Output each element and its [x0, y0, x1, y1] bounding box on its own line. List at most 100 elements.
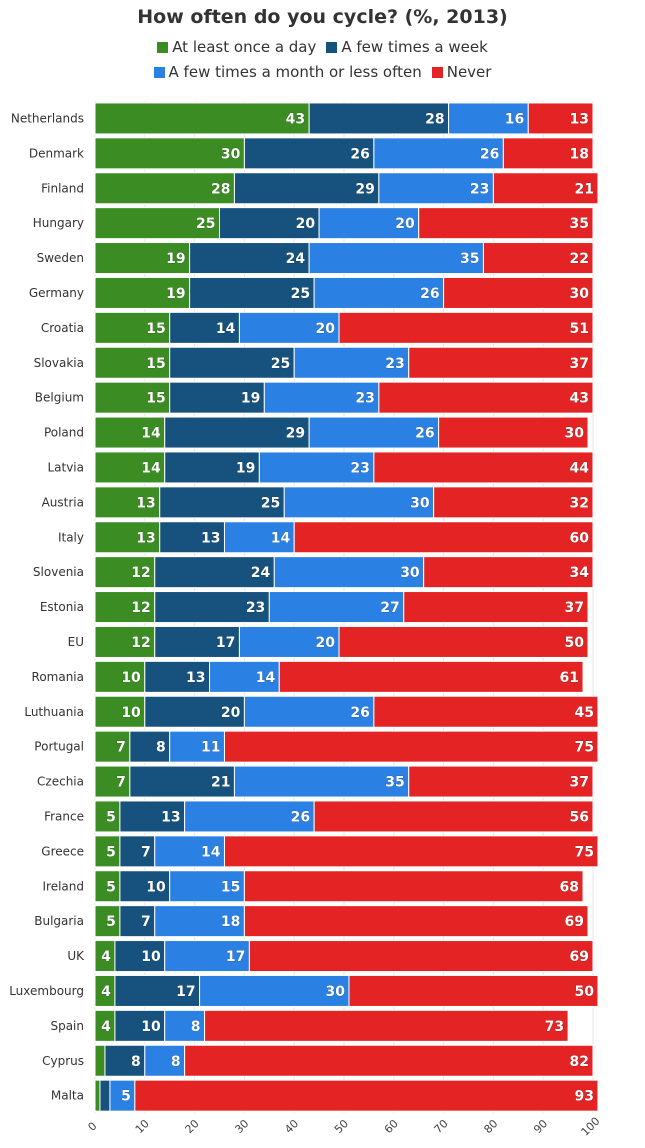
bar-segment [119, 905, 156, 938]
bar-segment [313, 276, 445, 309]
data-label: 13 [136, 495, 155, 511]
category-label: Slovenia [33, 565, 84, 579]
data-label: 34 [570, 565, 590, 581]
category-label: Finland [41, 181, 84, 195]
data-label: 10 [121, 705, 141, 721]
data-label: 14 [271, 530, 291, 546]
data-label: 12 [131, 565, 150, 581]
legend-swatch-never [431, 66, 443, 78]
data-label: 19 [241, 391, 260, 407]
legend-swatch-weekly [326, 41, 338, 53]
bar-segment [154, 591, 270, 624]
data-label: 29 [286, 426, 305, 442]
bar-segment [94, 765, 131, 798]
category-label: Hungary [33, 216, 84, 230]
data-label: 12 [131, 635, 150, 651]
bar-segment [263, 381, 380, 414]
data-label: 14 [141, 426, 161, 442]
data-label: 14 [216, 321, 236, 337]
x-tick-label: 60 [382, 1117, 401, 1136]
bar-segment [308, 416, 440, 449]
bar-segment [99, 1079, 111, 1112]
bar-segment [373, 695, 599, 728]
legend-item-daily[interactable]: At least once a day [157, 38, 316, 56]
bar-segment [94, 695, 146, 728]
bar-segment [438, 416, 589, 449]
bar-segment [94, 311, 171, 344]
bar-segment [278, 660, 584, 693]
data-label: 13 [201, 530, 220, 546]
data-label: 35 [570, 216, 589, 232]
data-label: 19 [166, 286, 185, 302]
bar-segment [433, 486, 594, 519]
data-label: 30 [221, 146, 241, 162]
category-label: EU [68, 635, 84, 649]
data-label: 20 [221, 705, 241, 721]
category-label: Italy [58, 530, 84, 544]
bar-segment [94, 276, 191, 309]
data-label: 13 [186, 670, 205, 686]
data-label: 13 [161, 809, 180, 825]
category-label: Greece [41, 844, 84, 858]
bar-segment [418, 207, 594, 240]
data-label: 12 [131, 600, 150, 616]
data-label: 30 [410, 495, 430, 511]
bar-segment [94, 416, 166, 449]
data-label: 14 [201, 844, 221, 860]
data-label: 18 [221, 914, 240, 930]
category-label: Luthuania [24, 705, 84, 719]
data-label: 43 [570, 391, 589, 407]
bar-segment [308, 102, 450, 135]
legend-item-never[interactable]: Never [431, 63, 491, 81]
bar-segment [348, 974, 599, 1007]
data-label: 23 [246, 600, 265, 616]
bar-segment [283, 486, 435, 519]
data-label: 23 [470, 181, 489, 197]
data-label: 28 [211, 181, 230, 197]
data-label: 11 [201, 740, 220, 756]
data-label: 17 [176, 984, 195, 1000]
data-label: 56 [570, 809, 589, 825]
legend-label-daily: At least once a day [172, 38, 317, 56]
data-label: 37 [570, 356, 589, 372]
data-label: 5 [106, 879, 116, 895]
bar-segment [243, 870, 584, 903]
bar-segment [233, 172, 380, 205]
x-tick-label: 30 [232, 1117, 251, 1136]
bar-segment [94, 381, 171, 414]
bar-segment [94, 521, 161, 554]
data-label: 50 [574, 984, 594, 1000]
legend-item-monthly[interactable]: A few times a month or less often [153, 63, 422, 81]
bar-segment [248, 940, 594, 973]
x-tick-label: 80 [481, 1117, 500, 1136]
data-label: 15 [221, 879, 240, 895]
bar-segment [94, 486, 161, 519]
bar-segment [408, 765, 594, 798]
bar-segment [223, 835, 599, 868]
data-label: 44 [570, 460, 590, 476]
data-label: 8 [171, 1054, 181, 1070]
bar-segment [154, 556, 275, 589]
legend-item-weekly[interactable]: A few times a week [326, 38, 488, 56]
category-label: Malta [51, 1089, 84, 1103]
data-label: 43 [286, 111, 305, 127]
data-label: 26 [291, 809, 310, 825]
bar-segment [233, 765, 410, 798]
bar-segment [94, 870, 121, 903]
category-label: Belgium [35, 391, 84, 405]
data-label: 10 [141, 1019, 161, 1035]
bar-segment [313, 800, 594, 833]
category-label: France [44, 809, 84, 823]
data-label: 22 [570, 251, 589, 267]
category-label: Portugal [34, 740, 84, 754]
data-label: 35 [385, 775, 404, 791]
data-label: 8 [131, 1054, 141, 1070]
data-label: 45 [574, 705, 593, 721]
x-tick-label: 40 [282, 1117, 301, 1136]
data-label: 26 [420, 286, 439, 302]
bar-segment [169, 730, 225, 763]
bar-segment [129, 765, 235, 798]
bar-segment [338, 625, 589, 658]
data-label: 30 [565, 426, 585, 442]
category-label: Romania [32, 670, 84, 684]
